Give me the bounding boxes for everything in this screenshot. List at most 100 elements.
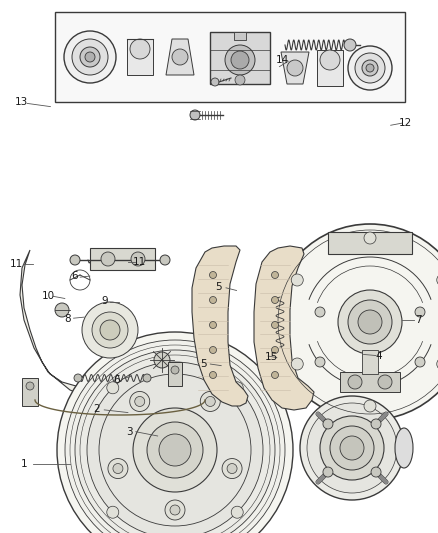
Circle shape: [171, 366, 179, 374]
Circle shape: [133, 408, 217, 492]
Bar: [210, 32, 270, 84]
Circle shape: [107, 382, 119, 394]
Circle shape: [315, 307, 325, 317]
Circle shape: [291, 274, 303, 286]
Circle shape: [147, 422, 203, 478]
Circle shape: [143, 374, 151, 382]
Circle shape: [330, 426, 374, 470]
Circle shape: [190, 110, 200, 120]
Circle shape: [85, 52, 95, 62]
Circle shape: [320, 50, 340, 70]
Text: 14: 14: [276, 55, 289, 64]
Polygon shape: [20, 250, 192, 405]
Circle shape: [362, 60, 378, 76]
Circle shape: [74, 374, 82, 382]
Circle shape: [209, 372, 216, 378]
Circle shape: [26, 382, 34, 390]
Polygon shape: [254, 246, 314, 410]
Circle shape: [75, 350, 275, 533]
Circle shape: [159, 434, 191, 466]
Circle shape: [92, 312, 128, 348]
Circle shape: [358, 310, 382, 334]
Circle shape: [315, 357, 325, 367]
Circle shape: [272, 372, 279, 378]
Circle shape: [437, 274, 438, 286]
Bar: [127, 39, 153, 75]
Circle shape: [272, 321, 279, 328]
Text: 1: 1: [21, 459, 28, 469]
Circle shape: [231, 382, 243, 394]
Polygon shape: [166, 39, 194, 75]
Circle shape: [72, 39, 108, 75]
Circle shape: [348, 375, 362, 389]
Bar: [328, 232, 412, 254]
Circle shape: [291, 358, 303, 370]
Circle shape: [371, 419, 381, 429]
Circle shape: [165, 500, 185, 520]
Circle shape: [437, 358, 438, 370]
Circle shape: [82, 302, 138, 358]
Circle shape: [231, 506, 243, 518]
Circle shape: [287, 60, 303, 76]
Text: 7: 7: [415, 315, 422, 325]
Circle shape: [364, 400, 376, 412]
Circle shape: [231, 51, 249, 69]
Circle shape: [222, 458, 242, 479]
Text: 5: 5: [215, 282, 223, 292]
Circle shape: [87, 362, 263, 533]
Circle shape: [209, 296, 216, 303]
Bar: [234, 32, 246, 40]
Circle shape: [200, 391, 220, 411]
Circle shape: [323, 467, 333, 477]
Circle shape: [130, 391, 150, 411]
Bar: [55, 12, 405, 102]
Circle shape: [108, 458, 128, 479]
Circle shape: [338, 290, 402, 354]
Circle shape: [340, 436, 364, 460]
Circle shape: [272, 271, 279, 279]
Ellipse shape: [395, 428, 413, 468]
Circle shape: [364, 232, 376, 244]
Circle shape: [100, 320, 120, 340]
Circle shape: [55, 303, 69, 317]
Text: 8: 8: [64, 314, 71, 324]
Text: 13: 13: [14, 98, 28, 107]
Circle shape: [154, 352, 170, 368]
Circle shape: [272, 296, 279, 303]
Circle shape: [344, 39, 356, 51]
Bar: [90, 248, 155, 270]
Circle shape: [348, 300, 392, 344]
Circle shape: [80, 47, 100, 67]
Circle shape: [300, 396, 404, 500]
Circle shape: [113, 464, 123, 473]
Circle shape: [160, 255, 170, 265]
Circle shape: [130, 39, 150, 59]
Bar: [168, 362, 182, 386]
Circle shape: [378, 375, 392, 389]
Circle shape: [70, 255, 80, 265]
Polygon shape: [192, 246, 248, 406]
Circle shape: [235, 75, 245, 85]
Circle shape: [415, 307, 425, 317]
Circle shape: [323, 419, 333, 429]
Circle shape: [355, 53, 385, 83]
Bar: [362, 350, 378, 374]
Circle shape: [366, 64, 374, 72]
Text: 11: 11: [10, 259, 23, 269]
Circle shape: [307, 403, 397, 493]
Text: 6: 6: [113, 375, 120, 385]
Circle shape: [225, 45, 255, 75]
Circle shape: [135, 397, 145, 407]
Circle shape: [57, 332, 293, 533]
Circle shape: [272, 346, 279, 353]
Text: 5: 5: [200, 359, 207, 368]
Text: 9: 9: [102, 296, 109, 306]
Circle shape: [131, 252, 145, 266]
Text: 4: 4: [375, 351, 382, 361]
Text: 3: 3: [126, 427, 133, 437]
Polygon shape: [281, 52, 309, 84]
Circle shape: [64, 31, 116, 83]
Text: 6: 6: [71, 271, 78, 281]
Circle shape: [172, 49, 188, 65]
Circle shape: [348, 46, 392, 90]
